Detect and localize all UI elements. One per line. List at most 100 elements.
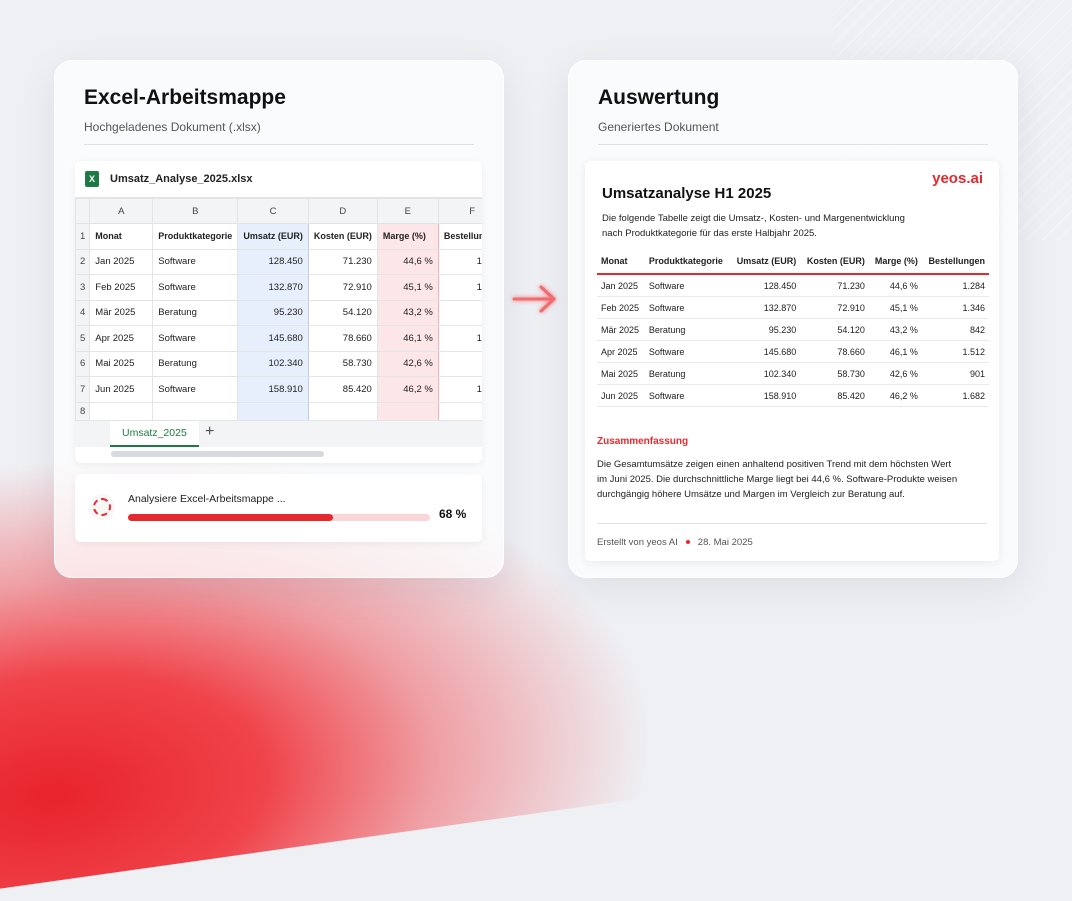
report-cell: Software [644, 296, 731, 319]
data-cell[interactable]: 95.230 [237, 299, 309, 326]
data-cell[interactable]: 842 [437, 299, 482, 326]
report-column-header: Bestellungen [921, 249, 989, 275]
column-header-c[interactable]: C [237, 198, 309, 224]
report-cell: Mär 2025 [597, 318, 645, 341]
data-cell[interactable]: 46,2 % [376, 376, 439, 403]
data-cell[interactable]: 43,2 % [376, 299, 439, 326]
report-cell: Software [644, 384, 731, 407]
sheet-tab-umsatz[interactable]: Umsatz_2025 [110, 421, 199, 447]
analysis-progress-panel: Analysiere Excel-Arbeitsmappe ... 68 % [75, 474, 482, 542]
report-cell: 71.230 [800, 274, 869, 297]
row-number[interactable]: 5 [75, 325, 91, 352]
column-header-f[interactable]: F [437, 198, 482, 224]
data-cell[interactable]: 72.910 [307, 274, 378, 301]
report-cell: Software [644, 274, 731, 297]
report-cell: 158.910 [730, 384, 801, 407]
data-cell[interactable]: 158.910 [237, 376, 309, 403]
column-header-b[interactable]: B [152, 198, 239, 224]
data-cell[interactable]: 44,6 % [376, 248, 439, 275]
brand-logo: yeos.ai [932, 170, 983, 187]
data-cell[interactable]: Software [152, 376, 239, 403]
empty-cell[interactable] [237, 401, 309, 422]
header-cell[interactable]: Bestellungen [437, 223, 482, 250]
row-number[interactable]: 8 [75, 401, 91, 422]
header-cell[interactable]: Monat [89, 223, 154, 250]
empty-cell[interactable] [437, 401, 482, 422]
row-number[interactable]: 3 [75, 274, 91, 301]
report-cell: Software [644, 340, 731, 363]
report-row: Feb 2025 Software 132.870 72.910 45,1 % 1.346 [597, 296, 989, 319]
data-cell[interactable]: Software [152, 325, 239, 352]
row-number[interactable]: 4 [75, 299, 91, 326]
empty-cell[interactable] [89, 401, 154, 422]
row-number[interactable]: 1 [75, 223, 91, 250]
summary-title: Zusammenfassung [597, 436, 689, 447]
data-cell[interactable]: Mai 2025 [89, 350, 154, 377]
row-number[interactable]: 7 [75, 376, 91, 403]
header-cell[interactable]: Kosten (EUR) [307, 223, 378, 250]
spinner-icon [89, 494, 115, 520]
data-cell[interactable]: Apr 2025 [89, 325, 154, 352]
data-cell[interactable]: 1.512 [437, 325, 482, 352]
report-row: Jun 2025 Software 158.910 85.420 46,2 % 1.682 [597, 384, 989, 407]
data-cell[interactable]: 71.230 [307, 248, 378, 275]
header-cell[interactable]: Marge (%) [376, 223, 439, 250]
report-cell: Jan 2025 [597, 274, 645, 297]
data-cell[interactable]: Feb 2025 [89, 274, 154, 301]
data-cell[interactable]: 1.682 [437, 376, 482, 403]
report-cell: 1.284 [921, 274, 989, 297]
horizontal-scrollbar[interactable] [111, 451, 324, 457]
data-cell[interactable]: 42,6 % [376, 350, 439, 377]
row-number[interactable]: 2 [75, 248, 91, 275]
column-header-e[interactable]: E [376, 198, 439, 224]
data-cell[interactable]: 132.870 [237, 274, 309, 301]
header-cell[interactable]: Produktkategorie [152, 223, 239, 250]
data-cell[interactable]: 901 [437, 350, 482, 377]
report-footer: Erstellt von yeos AI 28. Mai 2025 [597, 537, 753, 548]
data-cell[interactable]: Software [152, 274, 239, 301]
corner-cell[interactable] [75, 198, 91, 224]
empty-cell[interactable] [376, 401, 439, 422]
summary-line: durchgängig höhere Umsätze und Margen im… [597, 489, 905, 500]
data-cell[interactable]: 45,1 % [376, 274, 439, 301]
report-row: Apr 2025 Software 145.680 78.660 46,1 % 1.512 [597, 340, 989, 363]
column-header-d[interactable]: D [307, 198, 378, 224]
report-row: Jan 2025 Software 128.450 71.230 44,6 % 1.284 [597, 274, 989, 297]
report-title: Umsatzanalyse H1 2025 [602, 185, 772, 202]
data-cell[interactable]: 1.284 [437, 248, 482, 275]
header-cell[interactable]: Umsatz (EUR) [237, 223, 309, 250]
data-cell[interactable]: Beratung [152, 350, 239, 377]
empty-cell[interactable] [152, 401, 239, 422]
data-cell[interactable]: 102.340 [237, 350, 309, 377]
data-cell[interactable]: 145.680 [237, 325, 309, 352]
data-cell[interactable]: 78.660 [307, 325, 378, 352]
data-cell[interactable]: Mär 2025 [89, 299, 154, 326]
empty-cell[interactable] [307, 401, 378, 422]
data-cell[interactable]: Jan 2025 [89, 248, 154, 275]
summary-text: Die Gesamtumsätze zeigen einen anhaltend… [597, 457, 967, 502]
report-cell: 72.910 [800, 296, 869, 319]
arrow-right-icon [512, 285, 556, 313]
data-cell[interactable]: 1.346 [437, 274, 482, 301]
report-cell: Jun 2025 [597, 384, 645, 407]
data-cell[interactable]: 46,1 % [376, 325, 439, 352]
row-number[interactable]: 6 [75, 350, 91, 377]
report-cell: 45,1 % [868, 296, 922, 319]
footer-divider [597, 523, 987, 524]
report-cell: Mai 2025 [597, 362, 645, 385]
data-cell[interactable]: Jun 2025 [89, 376, 154, 403]
report-table: Monat Produktkategorie Umsatz (EUR) Kosten … [597, 249, 989, 407]
data-cell[interactable]: 85.420 [307, 376, 378, 403]
data-cell[interactable]: 128.450 [237, 248, 309, 275]
file-name: Umsatz_Analyse_2025.xlsx [110, 173, 253, 185]
card-subtitle: Hochgeladenes Dokument (.xlsx) [84, 120, 261, 134]
data-cell[interactable]: Software [152, 248, 239, 275]
add-sheet-icon[interactable]: + [205, 423, 215, 440]
data-cell[interactable]: 58.730 [307, 350, 378, 377]
data-cell[interactable]: Beratung [152, 299, 239, 326]
report-cell: 901 [921, 362, 989, 385]
data-cell[interactable]: 54.120 [307, 299, 378, 326]
column-header-a[interactable]: A [89, 198, 154, 224]
